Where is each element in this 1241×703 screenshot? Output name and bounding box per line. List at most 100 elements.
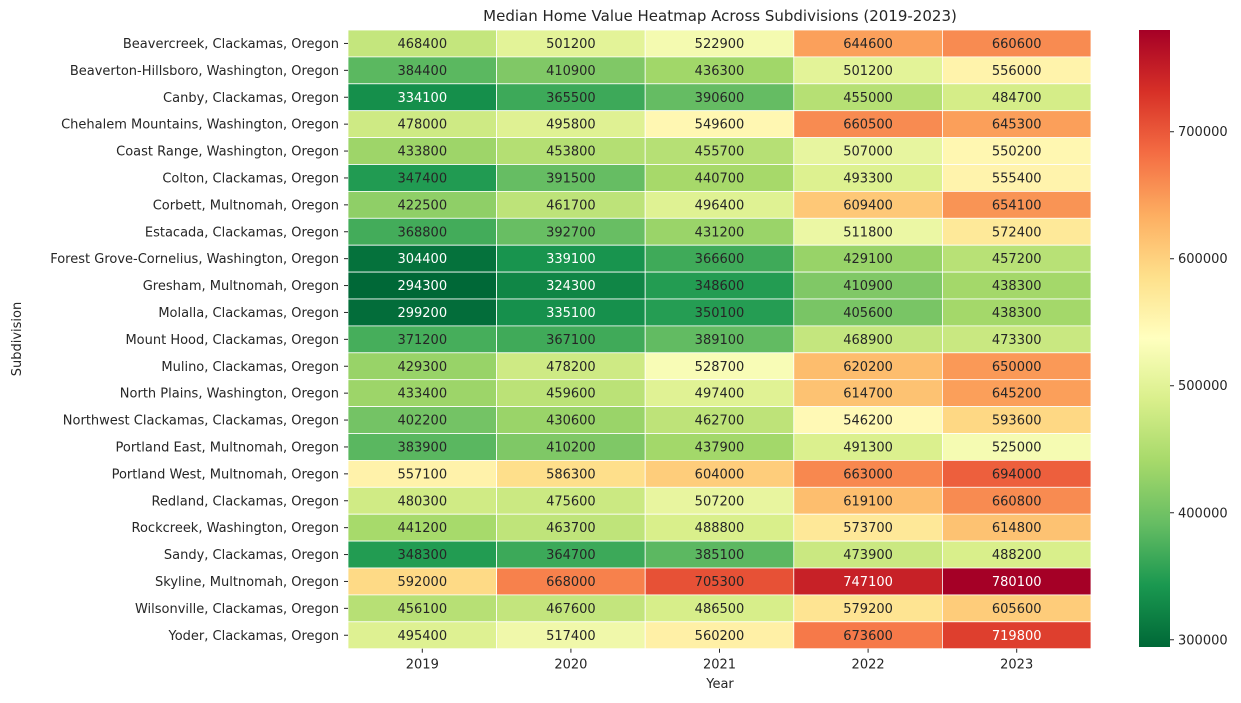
heatmap-cell — [347, 540, 498, 569]
cell-value-label: 433800 — [397, 145, 447, 160]
heatmap-cell — [942, 244, 1092, 273]
colorbar-tick-label: 400000 — [1178, 506, 1228, 521]
heatmap-cell — [942, 217, 1092, 246]
heatmap-cell — [496, 244, 646, 273]
heatmap-cell — [942, 56, 1092, 85]
heatmap-cell — [793, 164, 943, 192]
cell-value-label: 457200 — [992, 252, 1042, 267]
row-label: Gresham, Multnomah, Oregon — [143, 279, 339, 294]
cell-value-label: 507000 — [843, 145, 893, 160]
heatmap-cell — [347, 352, 498, 381]
cell-value-label: 496400 — [695, 198, 745, 213]
cell-value-label: 501200 — [843, 64, 893, 79]
cell-value-label: 402200 — [397, 414, 447, 429]
cell-value-label: 299200 — [397, 306, 447, 321]
cell-value-label: 478000 — [397, 118, 447, 133]
cell-value-label: 491300 — [843, 440, 893, 455]
heatmap-cell — [496, 29, 646, 58]
cell-value-label: 473900 — [843, 548, 893, 563]
heatmap-cell — [942, 513, 1092, 542]
cell-value-label: 437900 — [695, 440, 745, 455]
heatmap-cell — [942, 137, 1092, 165]
column-label: 2021 — [703, 658, 736, 673]
heatmap-cell — [347, 298, 498, 327]
heatmap-cell — [793, 83, 943, 112]
cell-value-label: 493300 — [843, 171, 893, 186]
cell-value-label: 592000 — [397, 575, 447, 590]
heatmap-cell — [942, 406, 1092, 434]
cell-value-label: 673600 — [843, 629, 893, 644]
heatmap-cell — [347, 190, 498, 219]
row-label: Forest Grove-Cornelius, Washington, Oreg… — [50, 252, 339, 267]
heatmap-cell — [942, 433, 1092, 461]
colorbar-tick-label: 500000 — [1178, 379, 1228, 394]
cell-value-label: 389100 — [695, 333, 745, 348]
heatmap-cell — [644, 594, 795, 623]
cell-value-label: 488800 — [695, 521, 745, 536]
column-label: 2023 — [1000, 658, 1033, 673]
cell-value-label: 525000 — [992, 440, 1042, 455]
cell-value-label: 501200 — [546, 37, 596, 52]
heatmap-cell — [347, 433, 498, 461]
cell-value-label: 620200 — [843, 360, 893, 375]
cell-value-label: 405600 — [843, 306, 893, 321]
cell-value-label: 429100 — [843, 252, 893, 267]
cell-value-label: 440700 — [695, 171, 745, 186]
cell-value-label: 392700 — [546, 225, 596, 240]
heatmap-cell — [942, 459, 1092, 488]
heatmap-cell — [644, 110, 795, 138]
cell-value-label: 705300 — [695, 575, 745, 590]
cell-value-label: 304400 — [397, 252, 447, 267]
column-label: 2019 — [406, 658, 439, 673]
cell-value-label: 609400 — [843, 198, 893, 213]
heatmap-cell — [793, 325, 943, 354]
cell-value-label: 463700 — [546, 521, 596, 536]
heatmap-cell — [793, 352, 943, 381]
cell-value-label: 371200 — [397, 333, 447, 348]
cell-value-label: 339100 — [546, 252, 596, 267]
cell-value-label: 650000 — [992, 360, 1042, 375]
cell-value-label: 364700 — [546, 548, 596, 563]
row-label: Mulino, Clackamas, Oregon — [161, 360, 339, 375]
cell-value-label: 433400 — [397, 387, 447, 402]
cell-value-label: 410200 — [546, 440, 596, 455]
cell-value-label: 522900 — [695, 37, 745, 52]
cell-value-label: 480300 — [397, 494, 447, 509]
heatmap-cell — [793, 567, 943, 596]
cell-value-label: 593600 — [992, 414, 1042, 429]
cell-value-label: 462700 — [695, 414, 745, 429]
cell-value-label: 348600 — [695, 279, 745, 294]
cell-value-label: 619100 — [843, 494, 893, 509]
heatmap-cell — [347, 271, 498, 300]
column-label: 2020 — [554, 658, 587, 673]
row-label: Beavercreek, Clackamas, Oregon — [123, 37, 339, 52]
row-label: Canby, Clackamas, Oregon — [163, 91, 339, 106]
row-label: Beaverton-Hillsboro, Washington, Oregon — [70, 64, 339, 79]
cell-value-label: 528700 — [695, 360, 745, 375]
cell-value-label: 780100 — [992, 575, 1042, 590]
heatmap-cell — [644, 621, 795, 650]
heatmap-cell — [644, 433, 795, 461]
cell-value-label: 497400 — [695, 387, 745, 402]
cell-value-label: 468400 — [397, 37, 447, 52]
cell-value-label: 605600 — [992, 602, 1042, 617]
heatmap-cell — [347, 217, 498, 246]
heatmap-cell — [793, 298, 943, 327]
cell-value-label: 604000 — [695, 467, 745, 482]
heatmap-cell — [942, 486, 1092, 515]
heatmap-cell — [496, 459, 646, 488]
cell-value-label: 383900 — [397, 440, 447, 455]
cell-value-label: 430600 — [546, 414, 596, 429]
cell-value-label: 660800 — [992, 494, 1042, 509]
heatmap-cell — [496, 137, 646, 165]
heatmap-cell — [496, 271, 646, 300]
heatmap-cell — [496, 594, 646, 623]
heatmap-cell — [644, 29, 795, 58]
heatmap-cell — [347, 379, 498, 408]
heatmap-cell — [347, 325, 498, 354]
cell-value-label: 441200 — [397, 521, 447, 536]
colorbar — [1139, 30, 1170, 647]
cell-value-label: 484700 — [992, 91, 1042, 106]
cell-value-label: 573700 — [843, 521, 893, 536]
